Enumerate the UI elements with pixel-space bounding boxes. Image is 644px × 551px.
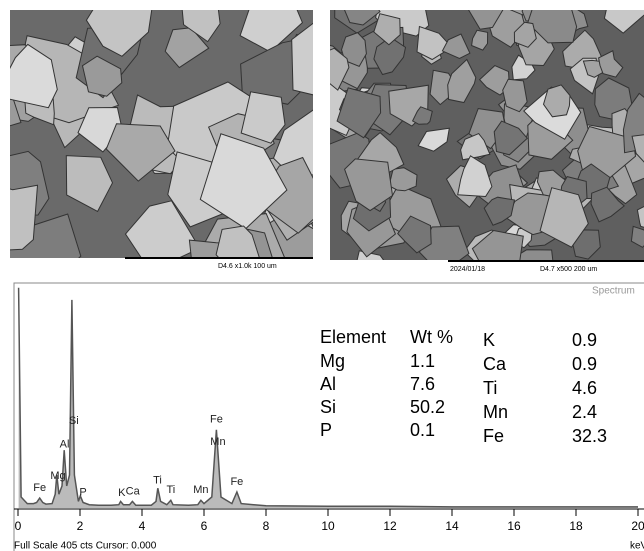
particle (0, 180, 38, 253)
x-tick-label: 0 (15, 519, 22, 533)
peak-label: Fe (210, 414, 223, 426)
table-cell: 0.9 (572, 330, 597, 350)
table-cell: 2.4 (572, 402, 597, 422)
x-axis-label: keV (630, 541, 644, 551)
x-tick-label: 12 (383, 519, 397, 533)
x-tick-label: 2 (77, 519, 84, 533)
table-header: Wt % (410, 327, 453, 347)
image-date: 2024/01/18 (450, 266, 485, 273)
table-cell: 32.3 (572, 426, 607, 446)
table-cell: Mn (483, 402, 508, 422)
x-tick-label: 16 (507, 519, 521, 533)
table-cell: Ca (483, 354, 507, 374)
table-cell: K (483, 330, 495, 350)
peak-label: Ti (166, 484, 175, 496)
table-cell: Si (320, 397, 336, 417)
x-tick-label: 14 (445, 519, 459, 533)
table-cell: 4.6 (572, 378, 597, 398)
peak-label: Ti (153, 474, 162, 486)
x-tick-label: 20 (631, 519, 644, 533)
peak-label: Fe (33, 482, 46, 494)
figure: D4.6 x1.0k 100 um 2024/01/18 D4.7 x500 2… (0, 0, 644, 551)
x-tick-label: 18 (569, 519, 583, 533)
footer: Full Scale 405 cts Cursor: 0.000 (14, 541, 157, 551)
peak-label: P (79, 486, 86, 498)
peak-label: Mn (210, 436, 225, 448)
table-cell: 50.2 (410, 397, 445, 417)
table-cell: 0.9 (572, 354, 597, 374)
table-cell: Ti (483, 378, 497, 398)
x-tick-label: 8 (263, 519, 270, 533)
page: D4.6 x1.0k 100 um 2024/01/18 D4.7 x500 2… (0, 0, 644, 551)
peak-label: Ca (126, 486, 141, 498)
table-cell: Mg (320, 351, 345, 371)
table-header: Element (320, 327, 386, 347)
table-cell: 7.6 (410, 374, 435, 394)
table-cell: 1.1 (410, 351, 435, 371)
image-caption: D4.6 x1.0k 100 um (218, 263, 277, 270)
x-tick-label: 10 (321, 519, 335, 533)
image-caption: D4.7 x500 200 um (540, 266, 597, 273)
table-cell: Al (320, 374, 336, 394)
table-cell: P (320, 420, 332, 440)
table-cell: Fe (483, 426, 504, 446)
peak-label: Mn (193, 484, 208, 496)
peak-label: Al (60, 439, 70, 451)
peak-label: Fe (230, 476, 243, 488)
peak-label: Si (69, 415, 79, 427)
peak-label: Mg (50, 470, 65, 482)
x-tick-label: 4 (139, 519, 146, 533)
table-cell: 0.1 (410, 420, 435, 440)
chart-title: Spectrum (592, 286, 635, 297)
x-tick-label: 6 (201, 519, 208, 533)
